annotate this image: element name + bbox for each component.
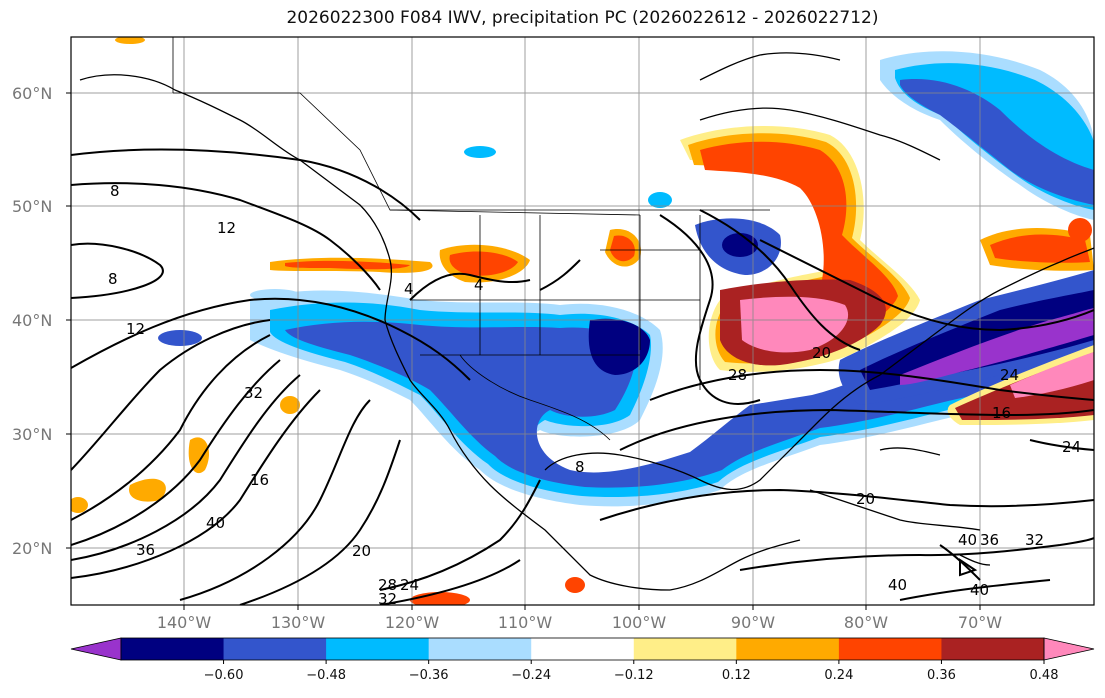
neg-blob xyxy=(464,146,496,158)
colorbar-segment xyxy=(531,638,635,660)
contour-label: 32 xyxy=(244,384,263,402)
colorbar-segment xyxy=(428,638,532,660)
colorbar-segment xyxy=(326,638,430,660)
colorbar-tick-label: −0.24 xyxy=(511,668,551,683)
contour-labels: 8 12 8 12 4 4 36 32 40 16 20 28 24 32 8 … xyxy=(108,182,1081,608)
colorbar-tick-label: 0.24 xyxy=(824,668,853,683)
latitude-labels: 60°N 50°N 40°N 30°N 20°N xyxy=(12,84,52,558)
colorbar-tick-label: −0.12 xyxy=(614,668,654,683)
colorbar: −0.60 −0.48 −0.36 −0.24 −0.12 0.12 0.24 0.36 0.4… xyxy=(70,637,1095,683)
map-title: 2026022300 F084 IWV, precipitation PC (2… xyxy=(286,8,879,28)
colorbar-tick-label: 0.36 xyxy=(927,668,956,683)
state-borders xyxy=(172,37,770,441)
contour-label: 20 xyxy=(856,490,875,508)
contour-label: 20 xyxy=(812,344,831,362)
contour-label: 24 xyxy=(1000,366,1019,384)
lon-label-90: 90°W xyxy=(731,613,775,632)
contour-label: 40 xyxy=(888,576,907,594)
lat-label-40: 40°N xyxy=(12,311,52,330)
contour-label: 32 xyxy=(1025,531,1044,549)
lat-label-50: 50°N xyxy=(12,197,52,216)
iwv-contours xyxy=(71,148,1094,605)
colorbar-border xyxy=(120,637,1045,661)
contour-label: 12 xyxy=(217,219,236,237)
axis-ticks xyxy=(66,92,981,610)
positive-precip-greatlakes xyxy=(680,125,920,372)
contour-label: 28 xyxy=(378,576,397,594)
neg-blob xyxy=(158,330,202,346)
lat-label-30: 30°N xyxy=(12,425,52,444)
neg-blob xyxy=(722,233,758,257)
colorbar-segment xyxy=(633,638,737,660)
lon-label-130: 130°W xyxy=(271,613,326,632)
colorbar-extend-low xyxy=(70,637,122,661)
lon-label-80: 80°W xyxy=(844,613,888,632)
colorbar-segment xyxy=(736,638,840,660)
map-content: 8 12 8 12 4 4 36 32 40 16 20 28 24 32 8 … xyxy=(71,37,1094,608)
map-border xyxy=(70,36,1095,606)
neg-blob xyxy=(250,289,300,301)
contour-label: 40 xyxy=(958,531,977,549)
contour-label: 36 xyxy=(136,541,155,559)
contour-label: 32 xyxy=(378,590,397,608)
colorbar-segment xyxy=(838,638,942,660)
colorbar-tick-label: 0.12 xyxy=(722,668,751,683)
negative-precip-southwest xyxy=(250,270,1094,507)
gridlines xyxy=(71,37,1094,605)
contour-label: 16 xyxy=(250,471,269,489)
contour-label: 8 xyxy=(575,458,585,476)
lon-label-140: 140°W xyxy=(157,613,212,632)
contour-label: 8 xyxy=(110,182,120,200)
contour-label: 20 xyxy=(352,542,371,560)
contour-label: 4 xyxy=(474,276,484,294)
longitude-labels: 140°W 130°W 120°W 110°W 100°W 90°W 80°W … xyxy=(157,613,1002,632)
colorbar-tick-label: 0.48 xyxy=(1030,668,1059,683)
contour-label: 16 xyxy=(992,404,1011,422)
contour-label: 24 xyxy=(400,576,419,594)
colorbar-segment xyxy=(121,638,225,660)
lon-label-100: 100°W xyxy=(612,613,667,632)
coastlines xyxy=(79,52,1094,591)
positive-precip-west xyxy=(71,37,1092,605)
contour-label: 12 xyxy=(126,320,145,338)
colorbar-extend-high xyxy=(1043,637,1095,661)
contour-label: 40 xyxy=(970,581,989,599)
lat-label-20: 20°N xyxy=(12,539,52,558)
lon-label-110: 110°W xyxy=(498,613,553,632)
colorbar-tick-label: −0.60 xyxy=(204,668,244,683)
colorbar-segment xyxy=(223,638,327,660)
lon-label-120: 120°W xyxy=(385,613,440,632)
contour-label: 28 xyxy=(728,366,747,384)
contour-label: 4 xyxy=(404,280,414,298)
contour-label: 36 xyxy=(980,531,999,549)
neg-blob xyxy=(648,192,672,208)
contour-label: 40 xyxy=(206,514,225,532)
contour-label: 24 xyxy=(1062,438,1081,456)
contour-label: 8 xyxy=(108,270,118,288)
positive-precip-atlantic xyxy=(947,228,1094,425)
lat-label-60: 60°N xyxy=(12,84,52,103)
colorbar-tick-label: −0.48 xyxy=(306,668,346,683)
colorbar-segment xyxy=(941,638,1045,660)
lon-label-70: 70°W xyxy=(958,613,1002,632)
colorbar-tick-label: −0.36 xyxy=(409,668,449,683)
